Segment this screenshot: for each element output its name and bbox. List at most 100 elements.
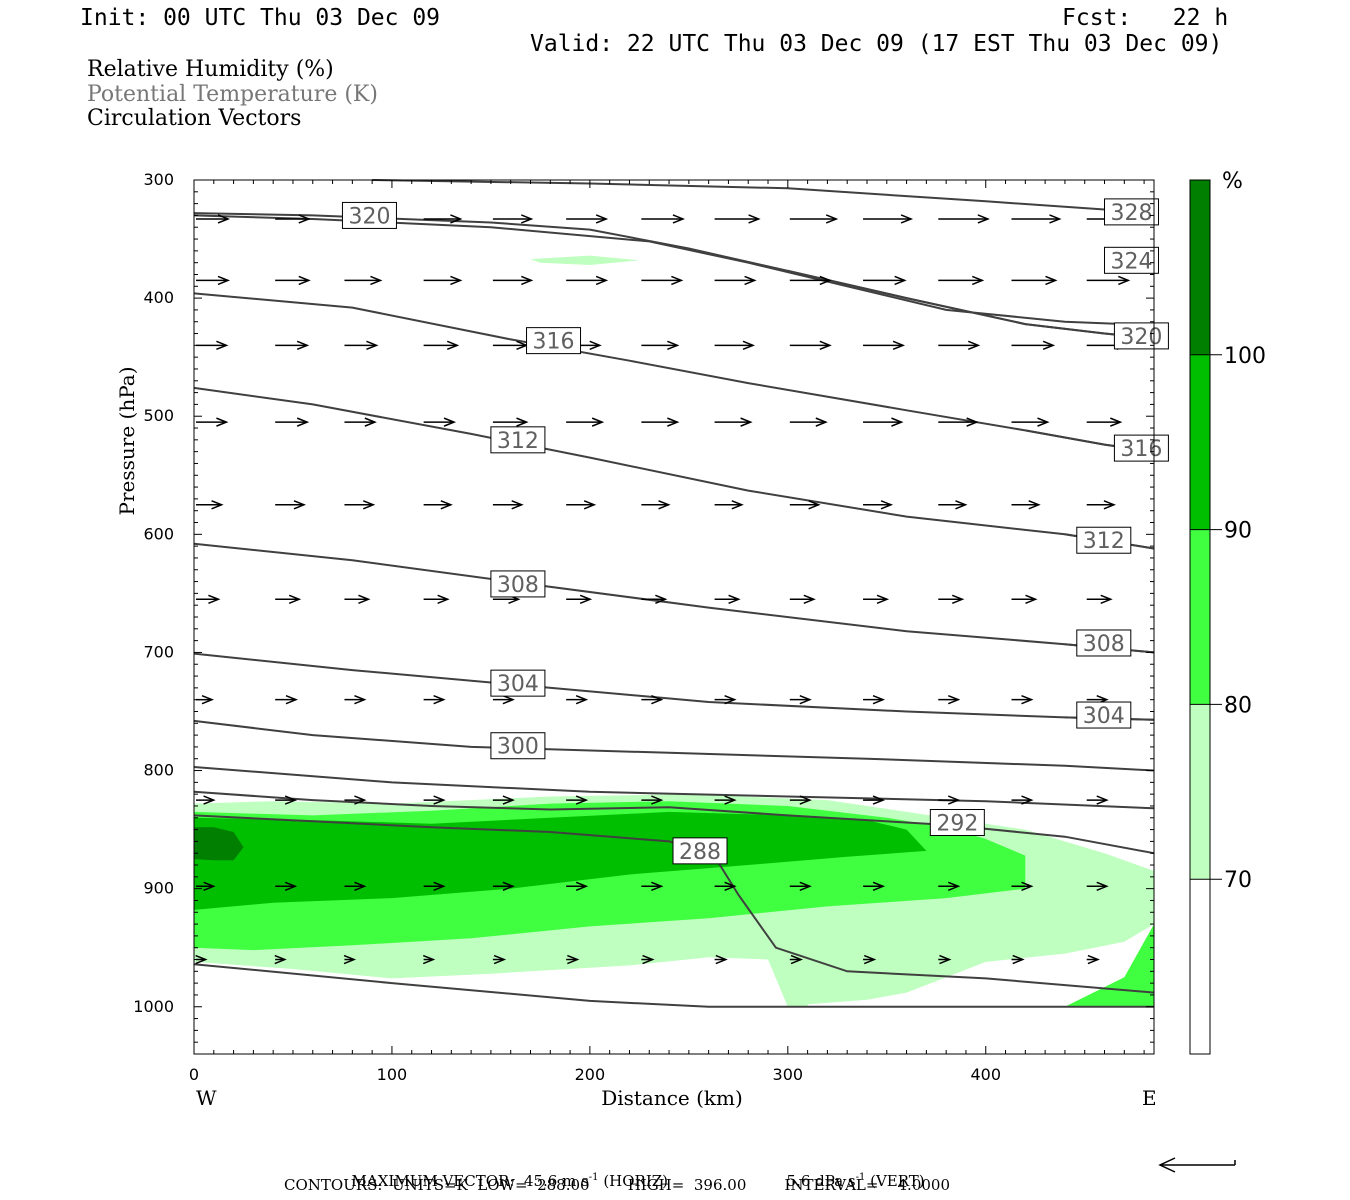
colorbar-tick-label: 100 — [1224, 344, 1266, 369]
vector-arrow — [423, 594, 450, 604]
east-label: E — [1142, 1086, 1157, 1110]
max-vector-vert: 5.6 dPa s — [786, 1172, 856, 1190]
vector-arrow — [566, 694, 589, 705]
horiz-exponent: -1 — [588, 1172, 599, 1183]
vector-arrow — [641, 594, 668, 604]
vector-arrow — [275, 694, 298, 705]
theta-contour-328 — [372, 179, 1155, 213]
vector-arrow — [492, 694, 515, 705]
x-tick-label: 0 — [189, 1065, 199, 1084]
vector-arrow — [344, 795, 367, 805]
vector-arrow — [275, 881, 298, 891]
vector-arrow — [492, 340, 529, 351]
theta-contour-324 — [193, 214, 1155, 327]
y-tick-label: 900 — [143, 879, 174, 898]
rh-shading — [194, 255, 1154, 1007]
theta-contour-304 — [193, 652, 1155, 721]
vector-arrow — [275, 417, 310, 427]
vector-arrow — [641, 214, 685, 224]
x-tick-label: 200 — [575, 1065, 606, 1084]
vector-arrow — [641, 795, 664, 805]
vector-arrow — [196, 694, 215, 705]
vector-arrow — [789, 340, 832, 351]
colorbar-segment — [1190, 704, 1210, 880]
rh-region-80 — [1064, 924, 1154, 1007]
vector-arrow — [566, 214, 609, 224]
vector-arrow — [196, 795, 216, 805]
vector-arrow — [714, 954, 728, 965]
vector-arrow — [938, 594, 965, 604]
x-tick-label: 100 — [377, 1065, 408, 1084]
vector-arrow — [566, 417, 605, 427]
theta-label-box — [490, 669, 546, 697]
max-vector-label: MAXIMUM VECTOR: — [351, 1172, 515, 1190]
y-tick-label: 800 — [143, 761, 174, 780]
vector-arrow — [423, 340, 460, 351]
colorbar-segment — [1190, 354, 1210, 530]
vector-arrow — [789, 954, 804, 965]
vector-arrow — [1086, 795, 1109, 805]
max-vector-vert-line: 5.6 dPa s-1 (VERT) — [777, 1158, 925, 1189]
theta-label-box — [341, 201, 397, 229]
vector-arrow — [1011, 214, 1062, 224]
vector-arrow — [344, 594, 371, 604]
theta-label: 308 — [497, 573, 539, 598]
legend-potential-temperature: Potential Temperature (K) — [87, 82, 378, 107]
theta-label-box — [1104, 198, 1160, 226]
vector-arrow — [789, 881, 812, 891]
vector-arrow — [492, 500, 524, 510]
vector-arrow — [863, 214, 914, 224]
vector-arrow — [789, 275, 832, 286]
vector-arrow — [641, 694, 664, 705]
vector-arrow — [1011, 594, 1038, 604]
vector-arrow — [344, 340, 379, 351]
vector-arrow — [938, 275, 985, 286]
vector-arrow — [275, 214, 311, 224]
theta-contour-296 — [193, 766, 1155, 810]
vector-arrow — [1011, 275, 1058, 286]
theta-label-box — [1076, 526, 1132, 554]
vector-arrow — [492, 275, 534, 286]
vector-arrow — [492, 214, 534, 224]
vector-arrow — [275, 594, 302, 604]
y-tick-label: 700 — [143, 642, 174, 661]
theta-contour-labels: 328 324 320 320 316 316 312 312 308 308 304 304 300 2… — [341, 198, 1169, 865]
vector-arrow — [196, 340, 229, 351]
vector-arrow — [344, 275, 383, 286]
vector-arrow — [275, 340, 310, 351]
vector-arrow — [714, 417, 753, 427]
vector-arrow — [566, 881, 589, 891]
axes: 300 400 500 600 700 800 900 1000 0 100 200 300 400 — [133, 170, 1154, 1084]
theta-label-box — [1113, 322, 1169, 350]
theta-contour-300 — [193, 719, 1155, 772]
x-tick-label: 400 — [970, 1065, 1001, 1084]
vector-arrow — [1086, 881, 1109, 891]
max-vector-horiz: 45.6 m s — [523, 1172, 589, 1190]
theta-label-box — [929, 809, 985, 837]
vector-arrow — [641, 340, 680, 351]
vector-arrow — [789, 795, 812, 805]
theta-label: 312 — [497, 429, 539, 454]
vector-arrow — [789, 500, 821, 510]
vector-arrow — [423, 275, 463, 286]
theta-label: 292 — [936, 812, 978, 837]
vector-arrow — [938, 340, 981, 351]
init-time: Init: 00 UTC Thu 03 Dec 09 — [80, 5, 441, 31]
vector-arrow — [714, 594, 741, 604]
vector-arrow — [492, 954, 507, 965]
colorbar-tick-label: 80 — [1224, 693, 1252, 718]
vector-arrow — [1011, 954, 1025, 965]
vector-arrow — [938, 694, 961, 705]
legend-circulation-vectors: Circulation Vectors — [87, 106, 302, 131]
vector-arrow — [566, 795, 589, 805]
vector-arrow — [196, 594, 221, 604]
theta-label: 288 — [679, 840, 721, 865]
theta-label: 304 — [497, 672, 539, 697]
vert-exponent: -1 — [855, 1172, 866, 1183]
vector-arrow — [566, 954, 580, 965]
vector-arrow — [938, 500, 968, 510]
colorbar-tick-label: 90 — [1224, 519, 1252, 544]
colorbar-segment — [1190, 529, 1210, 705]
valid-time: Valid: 22 UTC Thu 03 Dec 09 (17 EST Thu … — [530, 31, 1223, 57]
